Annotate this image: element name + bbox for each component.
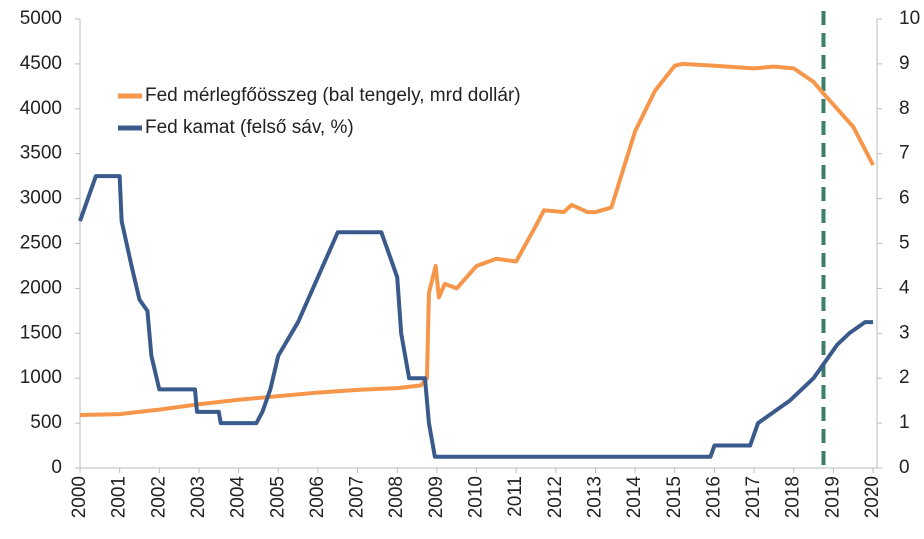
x-tick-label: 2007: [347, 476, 368, 518]
y2-tick-label: 9: [899, 53, 910, 74]
x-tick-label: 2006: [307, 476, 328, 518]
y2-tick-label: 6: [899, 188, 910, 209]
x-tick-label: 2019: [822, 476, 843, 518]
x-tick-label: 2018: [783, 476, 804, 518]
y-tick-label: 4000: [20, 98, 62, 119]
x-tick-label: 2012: [545, 476, 566, 518]
x-tick-label: 2011: [505, 476, 526, 517]
y2-tick-label: 5: [899, 233, 910, 254]
y-tick-label: 5000: [20, 8, 62, 29]
y2-tick-label: 4: [899, 277, 910, 298]
x-tick-label: 2004: [228, 476, 249, 519]
y2-tick-label: 7: [899, 143, 910, 164]
y2-tick-label: 0: [899, 457, 910, 478]
legend-label: Fed mérlegfőösszeg (bal tengely, mrd dol…: [145, 85, 521, 106]
y-tick-label: 1000: [20, 367, 62, 388]
y-tick-label: 0: [51, 457, 62, 478]
y-tick-label: 500: [30, 412, 62, 433]
x-tick-label: 2013: [584, 476, 605, 518]
x-tick-label: 2009: [426, 476, 447, 518]
x-tick-label: 2020: [862, 476, 883, 518]
y2-tick-label: 8: [899, 98, 910, 119]
y-tick-label: 4500: [20, 53, 62, 74]
x-tick-label: 2010: [466, 476, 487, 518]
x-tick-label: 2000: [69, 476, 90, 518]
legend-label: Fed kamat (felső sáv, %): [145, 117, 354, 138]
y-tick-label: 1500: [20, 322, 62, 343]
y-tick-label: 2500: [20, 233, 62, 254]
y-tick-label: 3500: [20, 143, 62, 164]
x-tick-label: 2014: [624, 476, 645, 519]
y2-tick-label: 1: [899, 412, 910, 433]
data-line: [78, 174, 874, 459]
y-tick-label: 3000: [20, 188, 62, 209]
x-tick-label: 2015: [664, 476, 685, 518]
y2-tick-label: 3: [899, 322, 910, 343]
x-tick-label: 2017: [743, 476, 764, 518]
x-tick-label: 2016: [703, 476, 724, 518]
y2-tick-label: 10: [899, 8, 920, 29]
x-tick-label: 2005: [267, 476, 288, 518]
x-tick-label: 2008: [386, 476, 407, 518]
x-tick-label: 2001: [109, 476, 130, 518]
data-line: [79, 61, 875, 418]
x-tick-label: 2002: [148, 476, 169, 518]
x-tick-label: 2003: [188, 476, 209, 518]
y2-tick-label: 2: [899, 367, 910, 388]
y-tick-label: 2000: [20, 277, 62, 298]
